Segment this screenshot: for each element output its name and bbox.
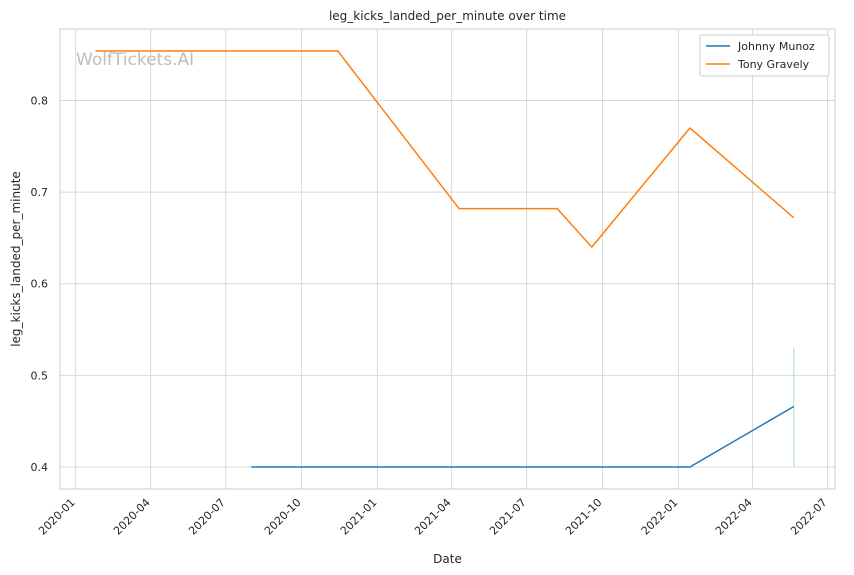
y-tick-label: 0.8 [31, 94, 49, 107]
x-axis-label: Date [433, 552, 462, 566]
series-layer [95, 50, 795, 468]
y-tick-label: 0.5 [31, 369, 49, 382]
grid [60, 29, 835, 489]
y-tick-label: 0.4 [31, 461, 49, 474]
legend-box [699, 34, 830, 77]
series-line-johnny-munoz [251, 405, 795, 468]
y-axis-label: leg_kicks_landed_per_minute [9, 171, 23, 347]
series-line-tony-gravely [95, 50, 795, 248]
watermark-text: WolfTickets.AI [76, 50, 194, 70]
chart-title: leg_kicks_landed_per_minute over time [329, 9, 566, 23]
plot-frame [59, 28, 836, 490]
y-tick-label: 0.7 [31, 186, 49, 199]
legend-label-johnny-munoz: Johnny Munoz [737, 40, 815, 53]
legend-label-tony-gravely: Tony Gravely [737, 58, 810, 71]
y-tick-label: 0.6 [31, 278, 49, 291]
legend: Johnny Munoz Tony Gravely [699, 34, 830, 77]
